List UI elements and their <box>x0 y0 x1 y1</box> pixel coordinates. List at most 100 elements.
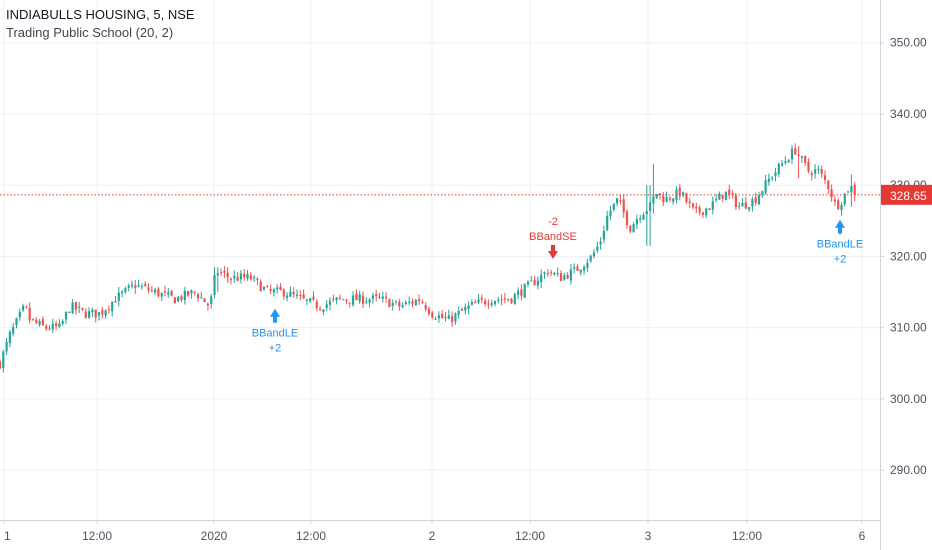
candle-body <box>246 274 249 279</box>
candle-body <box>345 299 348 301</box>
candle-body <box>276 287 279 290</box>
candle-body <box>642 214 645 220</box>
candle-body <box>180 296 183 300</box>
candle-body <box>517 290 520 295</box>
candle-body <box>137 284 140 287</box>
candle-body <box>738 205 741 207</box>
candle-body <box>51 323 54 330</box>
candle-body <box>61 321 64 324</box>
candle-body <box>130 284 134 287</box>
candle-body <box>784 161 787 163</box>
candle-body <box>117 292 120 301</box>
candle-body <box>101 310 104 315</box>
candle-body <box>259 281 262 292</box>
candle-body <box>777 163 780 175</box>
candle-body <box>546 272 549 275</box>
candle-body <box>741 203 744 207</box>
candle-body <box>295 294 299 296</box>
x-tick-label: 2020 <box>201 529 228 543</box>
candle-body <box>55 323 58 327</box>
candle-body <box>507 299 510 301</box>
candle-body <box>107 309 110 311</box>
candle-body <box>97 312 101 316</box>
candle-body <box>586 262 589 268</box>
candle-body <box>447 315 450 320</box>
candle-body <box>114 301 117 303</box>
candle-body <box>629 225 632 232</box>
candle-body <box>328 300 332 305</box>
candle-body <box>612 203 615 210</box>
candle-body <box>493 300 497 305</box>
candle-body <box>348 302 351 304</box>
candle-body <box>213 274 216 296</box>
candle-body <box>853 184 856 196</box>
candle-body <box>193 291 196 293</box>
candle-body <box>401 305 404 307</box>
candle-body <box>500 299 503 301</box>
indicator-title[interactable]: Trading Public School (20, 2) <box>6 25 174 40</box>
candle-body <box>220 272 223 274</box>
candle-body <box>404 302 407 305</box>
candle-body <box>754 197 757 204</box>
candle-body <box>71 302 74 314</box>
y-tick-label: 300.00 <box>890 392 927 406</box>
candle-body <box>78 306 81 308</box>
candle-body <box>368 299 371 303</box>
signal-label: BBandLE <box>252 328 298 340</box>
candle-body <box>315 301 318 309</box>
chart-legend: INDIABULLS HOUSING, 5, NSE Trading Publi… <box>6 6 195 42</box>
candle-body <box>460 308 464 311</box>
candle-body <box>599 241 602 245</box>
candle-body <box>338 297 341 299</box>
candle-body <box>157 288 160 297</box>
candle-body <box>632 224 635 233</box>
candle-body <box>121 291 124 293</box>
signal-label: BBandSE <box>529 231 577 243</box>
candle-body <box>223 270 226 273</box>
candle-body <box>451 316 454 322</box>
candle-body <box>619 200 622 202</box>
candle-body <box>0 361 2 369</box>
candle-body <box>243 273 246 278</box>
candle-body <box>609 210 612 217</box>
sell-arrow-icon <box>548 244 558 259</box>
candle-body <box>371 295 374 299</box>
candle-body <box>484 300 487 304</box>
candle-body <box>91 309 94 313</box>
candle-body <box>38 321 41 325</box>
candle-body <box>668 198 671 200</box>
annotation-layer: BBandLE +2 BBandSE -2 BBandLE +2 <box>252 216 863 355</box>
candle-body <box>711 201 714 210</box>
candle-body <box>45 325 48 329</box>
candle-body <box>25 306 28 308</box>
long-entry-marker: BBandLE +2 <box>252 308 298 355</box>
candle-body <box>708 208 711 210</box>
candle-body <box>543 272 546 274</box>
candle-body <box>810 173 813 176</box>
candle-body <box>352 295 355 305</box>
candle-body <box>408 301 411 303</box>
candle-body <box>616 198 619 204</box>
candle-body <box>569 269 572 281</box>
candle-body <box>127 285 130 288</box>
candle-body <box>2 351 5 369</box>
candle-body <box>691 203 695 208</box>
candle-body <box>183 290 186 301</box>
candle-body <box>639 218 642 220</box>
candle-body <box>111 301 114 312</box>
signal-qty: +2 <box>834 254 847 266</box>
candle-body <box>764 180 767 194</box>
candle-body <box>625 211 629 226</box>
candle-body <box>559 273 563 282</box>
candle-body <box>41 319 44 326</box>
symbol-title[interactable]: INDIABULLS HOUSING, 5, NSE <box>6 7 195 22</box>
x-tick-label: 1 <box>4 529 11 543</box>
candle-body <box>823 175 827 181</box>
x-tick-label: 12:00 <box>296 529 326 543</box>
candle-body <box>715 199 718 201</box>
candle-body <box>381 296 384 299</box>
candle-body <box>635 219 638 225</box>
candle-body <box>533 280 536 286</box>
buy-arrow-icon <box>835 219 845 234</box>
